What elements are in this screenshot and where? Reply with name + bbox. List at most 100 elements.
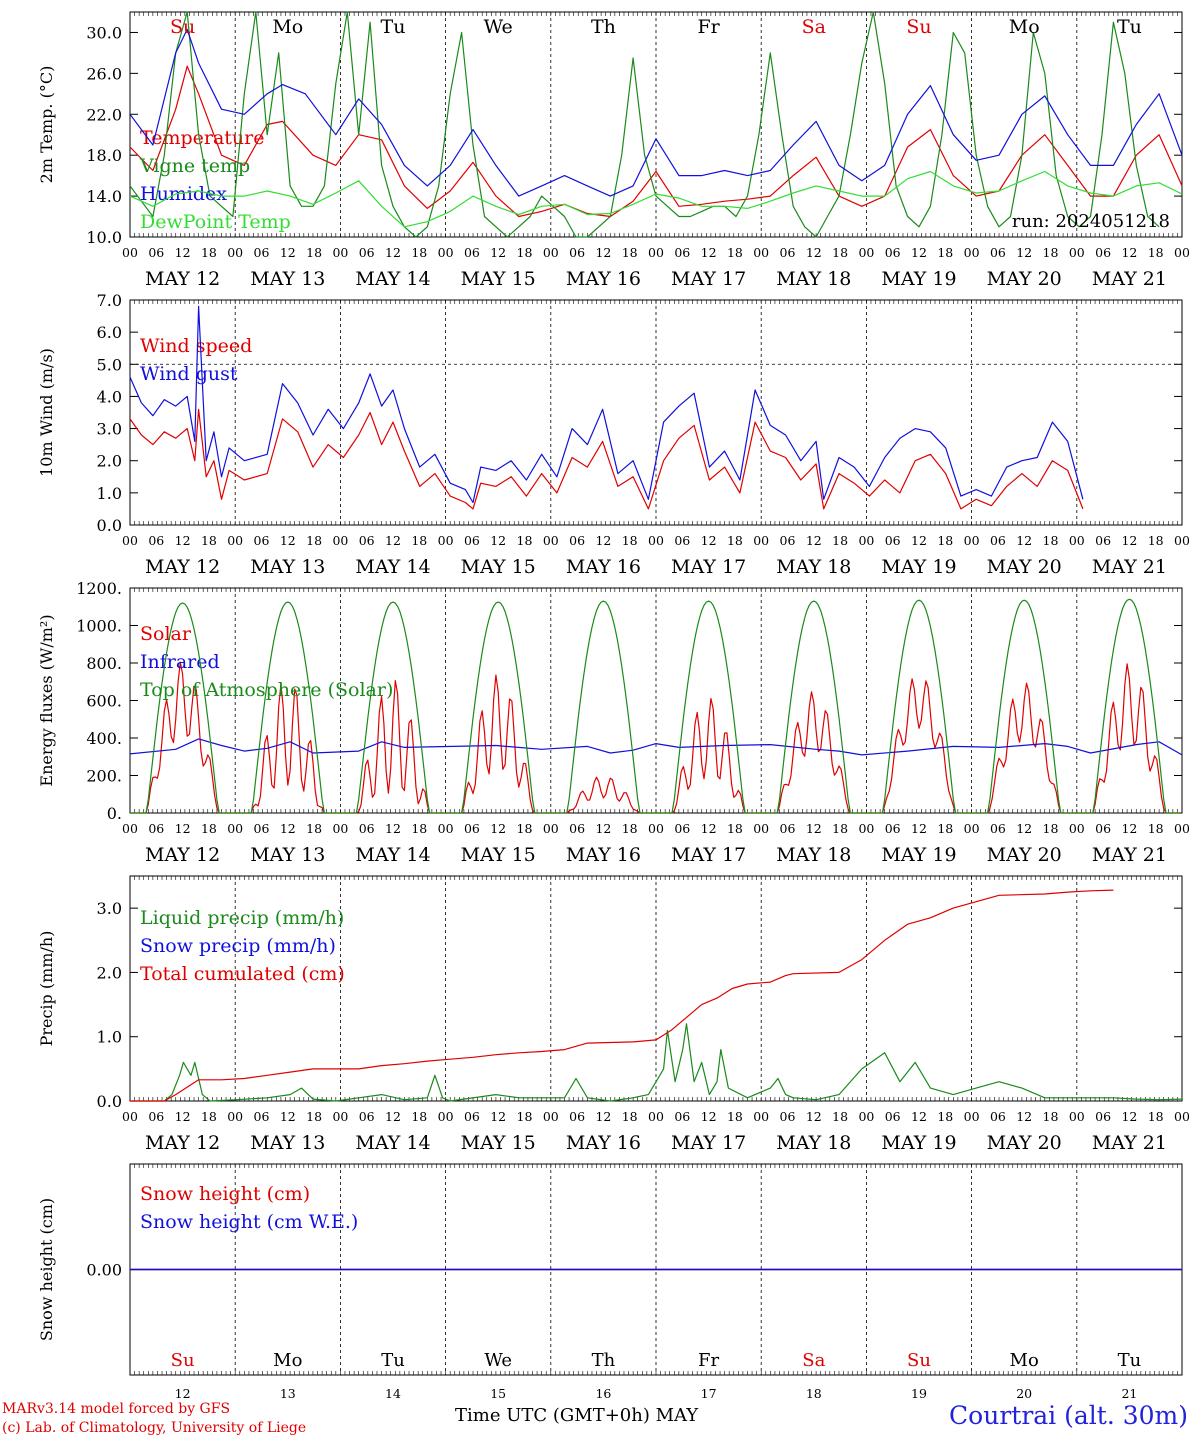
x-tick-label: 00 (1069, 1109, 1085, 1124)
x-tick-label: 00 (438, 533, 454, 548)
x-tick-label: 18 (727, 533, 743, 548)
date-label: MAY 12 (145, 556, 220, 578)
x-tick-label: 06 (254, 245, 270, 260)
weekday-label-top: Tu (1117, 16, 1142, 38)
x-tick-label: 00 (753, 533, 769, 548)
liquid-precip-mm-h-line (130, 1023, 1183, 1102)
x-tick-label: 00 (438, 245, 454, 260)
x-tick-label: 06 (1095, 1109, 1111, 1124)
date-label: MAY 20 (987, 556, 1062, 578)
x-tick-label: 18 (1148, 1109, 1164, 1124)
date-label: MAY 16 (566, 268, 641, 290)
x-tick-label: 18 (411, 245, 427, 260)
weekday-label-top: Fr (697, 16, 720, 38)
date-label: MAY 12 (145, 844, 220, 866)
x-tick-label: 18 (517, 1109, 533, 1124)
x-axis-label: Time UTC (GMT+0h) (455, 1405, 650, 1426)
date-label: MAY 12 (145, 268, 220, 290)
x-tick-label: 00 (1174, 533, 1190, 548)
x-tick-label: 18 (517, 533, 533, 548)
day-number-label: 21 (1121, 1386, 1137, 1400)
x-tick-label: 18 (201, 821, 217, 836)
x-tick-label: 06 (254, 821, 270, 836)
run-annotation: run: 2024051218 (1012, 211, 1170, 232)
x-tick-label: 12 (911, 821, 927, 836)
x-tick-label: 12 (490, 821, 506, 836)
x-tick-label: 00 (1174, 1109, 1190, 1124)
x-tick-label: 12 (806, 1109, 822, 1124)
y-tick-label: 22.0 (86, 105, 122, 124)
y-tick-label: 1200. (76, 579, 122, 598)
x-tick-label: 06 (885, 1109, 901, 1124)
weekday-label-bottom: Fr (698, 1350, 719, 1371)
date-label: MAY 18 (776, 268, 851, 290)
date-label: MAY 20 (987, 1132, 1062, 1154)
legend-solar: Solar (140, 623, 192, 645)
x-tick-label: 06 (885, 245, 901, 260)
weekday-label-top: We (484, 16, 513, 38)
weekday-label-bottom: Mo (273, 1350, 302, 1371)
x-tick-label: 12 (911, 245, 927, 260)
x-tick-label: 18 (622, 821, 638, 836)
x-tick-label: 06 (780, 1109, 796, 1124)
weekday-label-top: Mo (272, 16, 303, 38)
x-tick-label: 18 (1148, 533, 1164, 548)
x-tick-label: 12 (1121, 533, 1137, 548)
y-tick-label: 0.0 (97, 1092, 122, 1111)
x-tick-label: 00 (122, 533, 138, 548)
x-tick-label: 12 (701, 245, 717, 260)
x-tick-label: 00 (648, 821, 664, 836)
y-tick-label: 1.0 (97, 484, 122, 503)
x-tick-label: 18 (727, 1109, 743, 1124)
x-tick-label: 18 (306, 533, 322, 548)
legend-top-of-atmosphere-solar: Top of Atmosphere (Solar) (140, 679, 393, 701)
x-tick-label: 06 (674, 533, 690, 548)
legend-vigne-temp: Vigne temp (139, 155, 250, 177)
x-tick-label: 18 (622, 533, 638, 548)
y-tick-label: 4.0 (97, 387, 122, 406)
x-tick-label: 18 (1043, 1109, 1059, 1124)
x-tick-label: 18 (937, 245, 953, 260)
x-tick-label: 12 (280, 533, 296, 548)
date-label: MAY 17 (671, 268, 746, 290)
date-label: MAY 15 (461, 844, 536, 866)
y-tick-label: 30.0 (86, 23, 122, 42)
x-tick-label: 00 (964, 533, 980, 548)
x-tick-label: 18 (622, 1109, 638, 1124)
legend-humidex: Humidex (140, 183, 227, 205)
x-tick-label: 12 (1016, 533, 1032, 548)
x-tick-label: 06 (464, 1109, 480, 1124)
x-tick-label: 12 (701, 533, 717, 548)
y-axis-title: 2m Temp. (°C) (37, 66, 56, 184)
x-tick-label: 18 (201, 245, 217, 260)
x-tick-label: 00 (1069, 821, 1085, 836)
x-tick-label: 06 (148, 533, 164, 548)
x-tick-label: 18 (937, 1109, 953, 1124)
x-tick-label: 00 (438, 821, 454, 836)
x-tick-label: 18 (622, 245, 638, 260)
y-tick-label: 1.0 (97, 1028, 122, 1047)
y-tick-label: 10.0 (86, 228, 122, 247)
top-of-atmosphere-solar-line (130, 598, 1180, 814)
y-tick-label: 600. (86, 692, 122, 711)
x-tick-label: 18 (517, 821, 533, 836)
x-tick-label: 06 (148, 1109, 164, 1124)
date-label: MAY 17 (671, 1132, 746, 1154)
date-label: MAY 19 (881, 268, 956, 290)
x-tick-label: 18 (306, 245, 322, 260)
x-tick-label: 12 (595, 821, 611, 836)
day-number-label: 16 (595, 1386, 611, 1400)
x-tick-label: 12 (175, 245, 191, 260)
x-tick-label: 00 (648, 1109, 664, 1124)
y-tick-label: 5.0 (97, 355, 122, 374)
date-label: MAY 20 (987, 844, 1062, 866)
weekday-label-top: Su (906, 16, 931, 38)
x-tick-label: 18 (411, 821, 427, 836)
x-tick-label: 18 (1043, 245, 1059, 260)
x-tick-label: 12 (701, 1109, 717, 1124)
weekday-label-top: Mo (1009, 16, 1040, 38)
date-label: MAY 15 (461, 556, 536, 578)
x-tick-label: 12 (1121, 1109, 1137, 1124)
x-tick-label: 06 (1095, 533, 1111, 548)
legend-total-cumulated-cm: Total cumulated (cm) (140, 963, 345, 985)
